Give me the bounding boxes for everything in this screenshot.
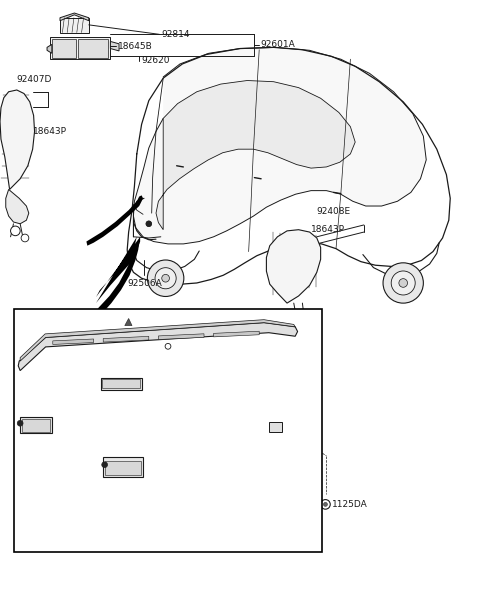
Circle shape	[301, 319, 308, 326]
Circle shape	[147, 260, 184, 297]
Circle shape	[155, 268, 176, 289]
Circle shape	[391, 271, 415, 295]
Text: 1125DA: 1125DA	[332, 500, 368, 509]
Polygon shape	[47, 44, 52, 53]
Polygon shape	[156, 81, 355, 230]
Polygon shape	[110, 41, 119, 51]
Circle shape	[17, 420, 23, 426]
Polygon shape	[60, 13, 89, 21]
Polygon shape	[266, 230, 321, 303]
Circle shape	[21, 234, 29, 242]
Circle shape	[383, 263, 423, 303]
Polygon shape	[125, 318, 132, 326]
Polygon shape	[20, 417, 52, 433]
Circle shape	[162, 275, 169, 282]
Polygon shape	[133, 47, 426, 244]
Polygon shape	[101, 378, 142, 390]
Polygon shape	[91, 243, 139, 321]
Circle shape	[324, 503, 327, 506]
Circle shape	[11, 226, 20, 236]
Circle shape	[146, 221, 152, 227]
Circle shape	[102, 462, 108, 468]
Circle shape	[293, 319, 300, 326]
Circle shape	[146, 221, 152, 227]
Bar	[269, 422, 282, 432]
Text: 92620: 92620	[141, 56, 169, 66]
Text: 92569A: 92569A	[77, 362, 111, 371]
Polygon shape	[20, 320, 295, 361]
Text: 18643P: 18643P	[33, 127, 67, 136]
Polygon shape	[103, 457, 143, 477]
Text: 92530B: 92530B	[129, 424, 163, 433]
Polygon shape	[86, 195, 143, 246]
Bar	[102, 379, 140, 388]
Text: 81260B: 81260B	[50, 400, 85, 408]
Polygon shape	[158, 334, 204, 339]
Bar	[105, 461, 141, 475]
Bar	[14, 309, 322, 552]
Text: 92601A: 92601A	[261, 40, 295, 50]
Polygon shape	[103, 336, 149, 342]
Text: 92506A: 92506A	[127, 279, 162, 288]
Circle shape	[321, 500, 330, 509]
Bar	[78, 39, 108, 58]
Polygon shape	[214, 331, 259, 337]
Bar	[52, 39, 76, 58]
Text: 18643P: 18643P	[311, 225, 345, 234]
Circle shape	[399, 279, 408, 287]
Text: 92407D: 92407D	[17, 75, 52, 84]
Polygon shape	[60, 18, 89, 33]
Text: 92814: 92814	[161, 30, 190, 39]
Polygon shape	[0, 90, 35, 189]
Polygon shape	[96, 237, 140, 303]
Polygon shape	[53, 339, 94, 345]
Circle shape	[165, 343, 171, 349]
Text: 18645B: 18645B	[118, 41, 152, 51]
Text: 92408E: 92408E	[317, 207, 351, 216]
Polygon shape	[18, 323, 298, 371]
Bar	[22, 419, 50, 432]
Polygon shape	[6, 189, 29, 224]
Polygon shape	[50, 37, 110, 59]
